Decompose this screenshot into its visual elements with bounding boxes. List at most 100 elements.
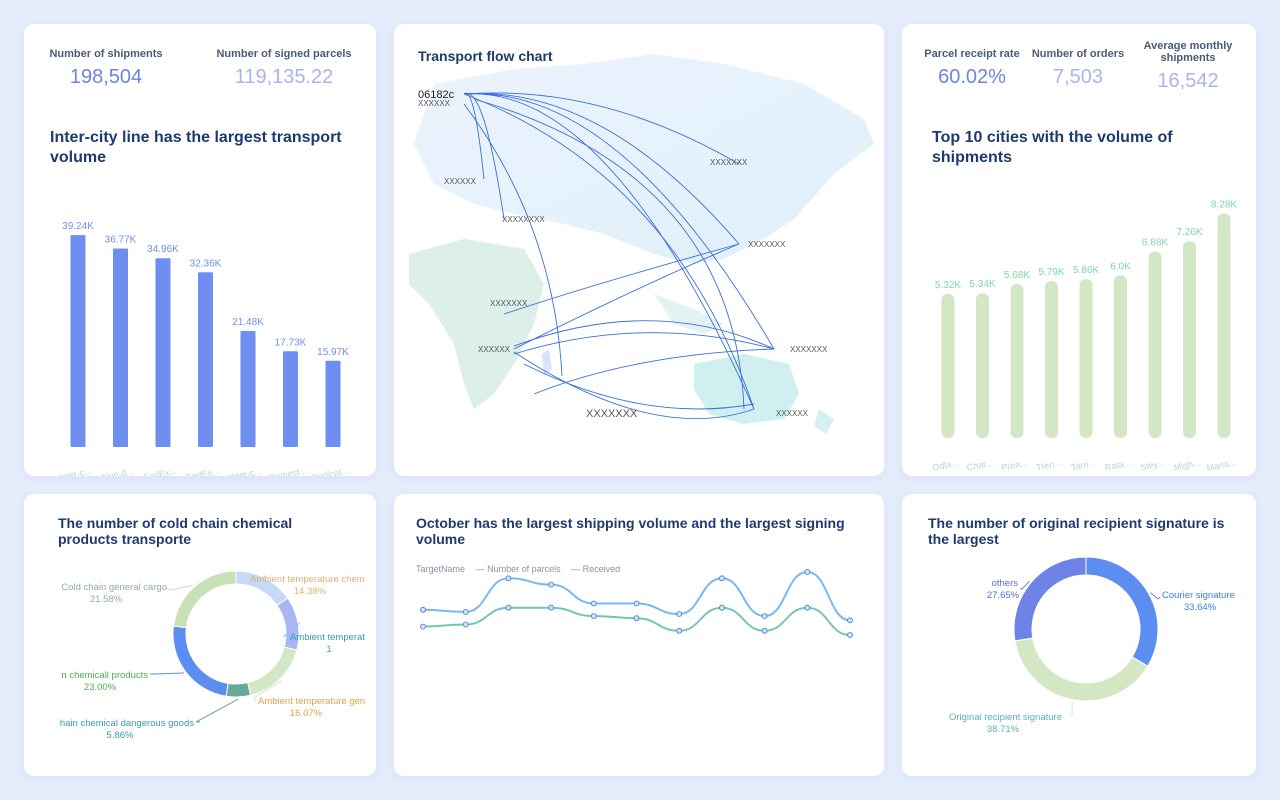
series-point — [633, 615, 640, 622]
series-point — [420, 623, 426, 630]
bar-category-label: Domest... — [268, 465, 308, 476]
donut-slice-percent: 5.86% — [107, 730, 134, 741]
kpi-value: 16,542 — [1157, 70, 1219, 92]
shipments-card: Number of shipments 198,504 Number of si… — [24, 24, 376, 476]
bar-value-label: 8.28K — [1211, 200, 1237, 211]
signature-card: The number of original recipient signatu… — [902, 494, 1256, 776]
donut-slice-label: Ambient temperature chem — [250, 574, 365, 585]
line-title: October has the largest shipping volume … — [416, 515, 845, 547]
cold-chain-title: The number of cold chain chemical produc… — [58, 515, 293, 547]
donut-slice-label: n chemicall products — [61, 670, 148, 681]
flow-line — [463, 92, 740, 245]
series-point — [847, 632, 853, 638]
donut-leader-line — [253, 680, 282, 703]
legend-parcels: — Number of parcels — [475, 564, 561, 574]
bar-value-label: 5.34K — [969, 279, 995, 290]
bar-category-label: Tarri... — [1070, 458, 1097, 473]
series-point — [590, 613, 597, 619]
donut-slice-percent: 27.65% — [987, 590, 1020, 601]
bar-value-label: 36.77K — [105, 234, 137, 245]
flow-line — [463, 93, 775, 350]
series-point — [761, 613, 768, 619]
donut-slice-percent: 14.38% — [294, 586, 327, 597]
series-point — [633, 600, 640, 607]
bar-category-label: FedEx... — [185, 466, 220, 476]
flow-line — [513, 332, 775, 355]
kpi-monthly-shipments: Average monthly shipments 16,542 — [1140, 40, 1236, 93]
donut-slice — [1085, 556, 1159, 667]
kpi-signed-parcels: Number of signed parcels 119,135.22 — [214, 48, 354, 89]
map-title: Transport flow chart — [418, 48, 553, 64]
bar — [1114, 275, 1127, 438]
flow-line — [473, 98, 745, 410]
donut-slice — [246, 646, 298, 696]
kpi-receipt-rate: Parcel receipt rate 60.02% — [922, 48, 1022, 89]
flow-line — [463, 93, 755, 410]
series-point — [462, 621, 469, 628]
donut-slice-label: Original recipient signature — [949, 712, 1062, 723]
donut-slice-label: Ambient temperature gen — [258, 696, 365, 707]
bar — [976, 293, 989, 438]
donut-slice-label: hain chemical dangerous goods — [60, 718, 194, 729]
bar-value-label: 7.26K — [1176, 227, 1202, 238]
top-cities-bar-chart: 5.32K Odla... 5.34K Char... 5.68K Prea... 5.79… — [931, 200, 1237, 474]
donut-slice-percent: 33.64% — [1184, 602, 1217, 613]
kpi-value: 60.02% — [938, 66, 1006, 88]
donut-leader-line — [165, 584, 194, 591]
donut-slice — [172, 570, 237, 629]
map-label: XXXXXX — [418, 99, 451, 108]
donut-slice-label: others — [992, 578, 1019, 589]
flow-line — [523, 363, 755, 410]
kpi-value: 198,504 — [69, 66, 143, 88]
bar-category-label: Tren... — [1035, 458, 1062, 473]
donut-slice-percent: 23.00% — [84, 682, 117, 693]
bar-category-label: Inter-c... — [58, 466, 92, 476]
bar-category-label: Non-d... — [101, 466, 134, 476]
bar-category-label: Stey... — [1139, 458, 1165, 473]
bar — [325, 360, 341, 447]
bar — [1045, 281, 1058, 438]
flow-line — [463, 92, 740, 165]
bar — [1079, 279, 1093, 438]
donut-slice — [1013, 556, 1087, 642]
series-point — [505, 604, 512, 611]
bar-value-label: 21.48K — [232, 317, 264, 328]
signature-title: The number of original recipient signatu… — [928, 515, 1225, 547]
bar-right-title: Top 10 cities with the volume of shipmen… — [932, 129, 1173, 166]
legend-parcels-label: Number of parcels — [487, 564, 561, 574]
transport-volume-bar-chart: 39.24K Inter-c... 36.77K Non-d... 34.96K FedE… — [58, 221, 350, 476]
bar-value-label: 5.79K — [1038, 267, 1064, 278]
bar — [283, 351, 298, 447]
bar-category-label: Odla... — [931, 457, 959, 472]
donut-leader-line — [195, 698, 239, 723]
bar — [155, 258, 171, 447]
bar — [941, 293, 955, 438]
series-point — [804, 569, 811, 575]
kpi-value: 7,503 — [1052, 66, 1104, 88]
kpi-label: Average monthly shipments — [1143, 40, 1233, 64]
cities-card: Parcel receipt rate 60.02% Number of ord… — [902, 24, 1256, 476]
legend-received: — Received — [571, 564, 621, 574]
kpi-label: Parcel receipt rate — [924, 48, 1020, 60]
flow-line — [463, 103, 563, 377]
legend-target: TargetName — [416, 564, 466, 574]
map-label: XXXXXXX — [790, 345, 828, 354]
donut-slice — [172, 625, 229, 697]
bar-category-label: FedEx... — [143, 466, 178, 476]
series-point — [718, 604, 725, 611]
bar — [113, 248, 128, 447]
series-line — [422, 570, 851, 622]
kpi-label: Number of shipments — [49, 48, 163, 60]
bar-value-label: 15.97K — [317, 347, 349, 358]
donut-leader-line — [1070, 701, 1073, 717]
shipping-trend-card: October has the largest shipping volume … — [394, 494, 884, 776]
series-point — [676, 627, 683, 634]
donut-slice-percent: 16.07% — [290, 708, 323, 719]
flow-line — [503, 243, 740, 315]
map-label: XXXXXXX — [748, 240, 786, 249]
donut-slice — [1014, 637, 1149, 702]
line-legend: TargetName — Number of parcels — Receive… — [416, 564, 628, 574]
series-point — [718, 575, 725, 582]
bar-category-label: Inter-c... — [228, 466, 262, 476]
